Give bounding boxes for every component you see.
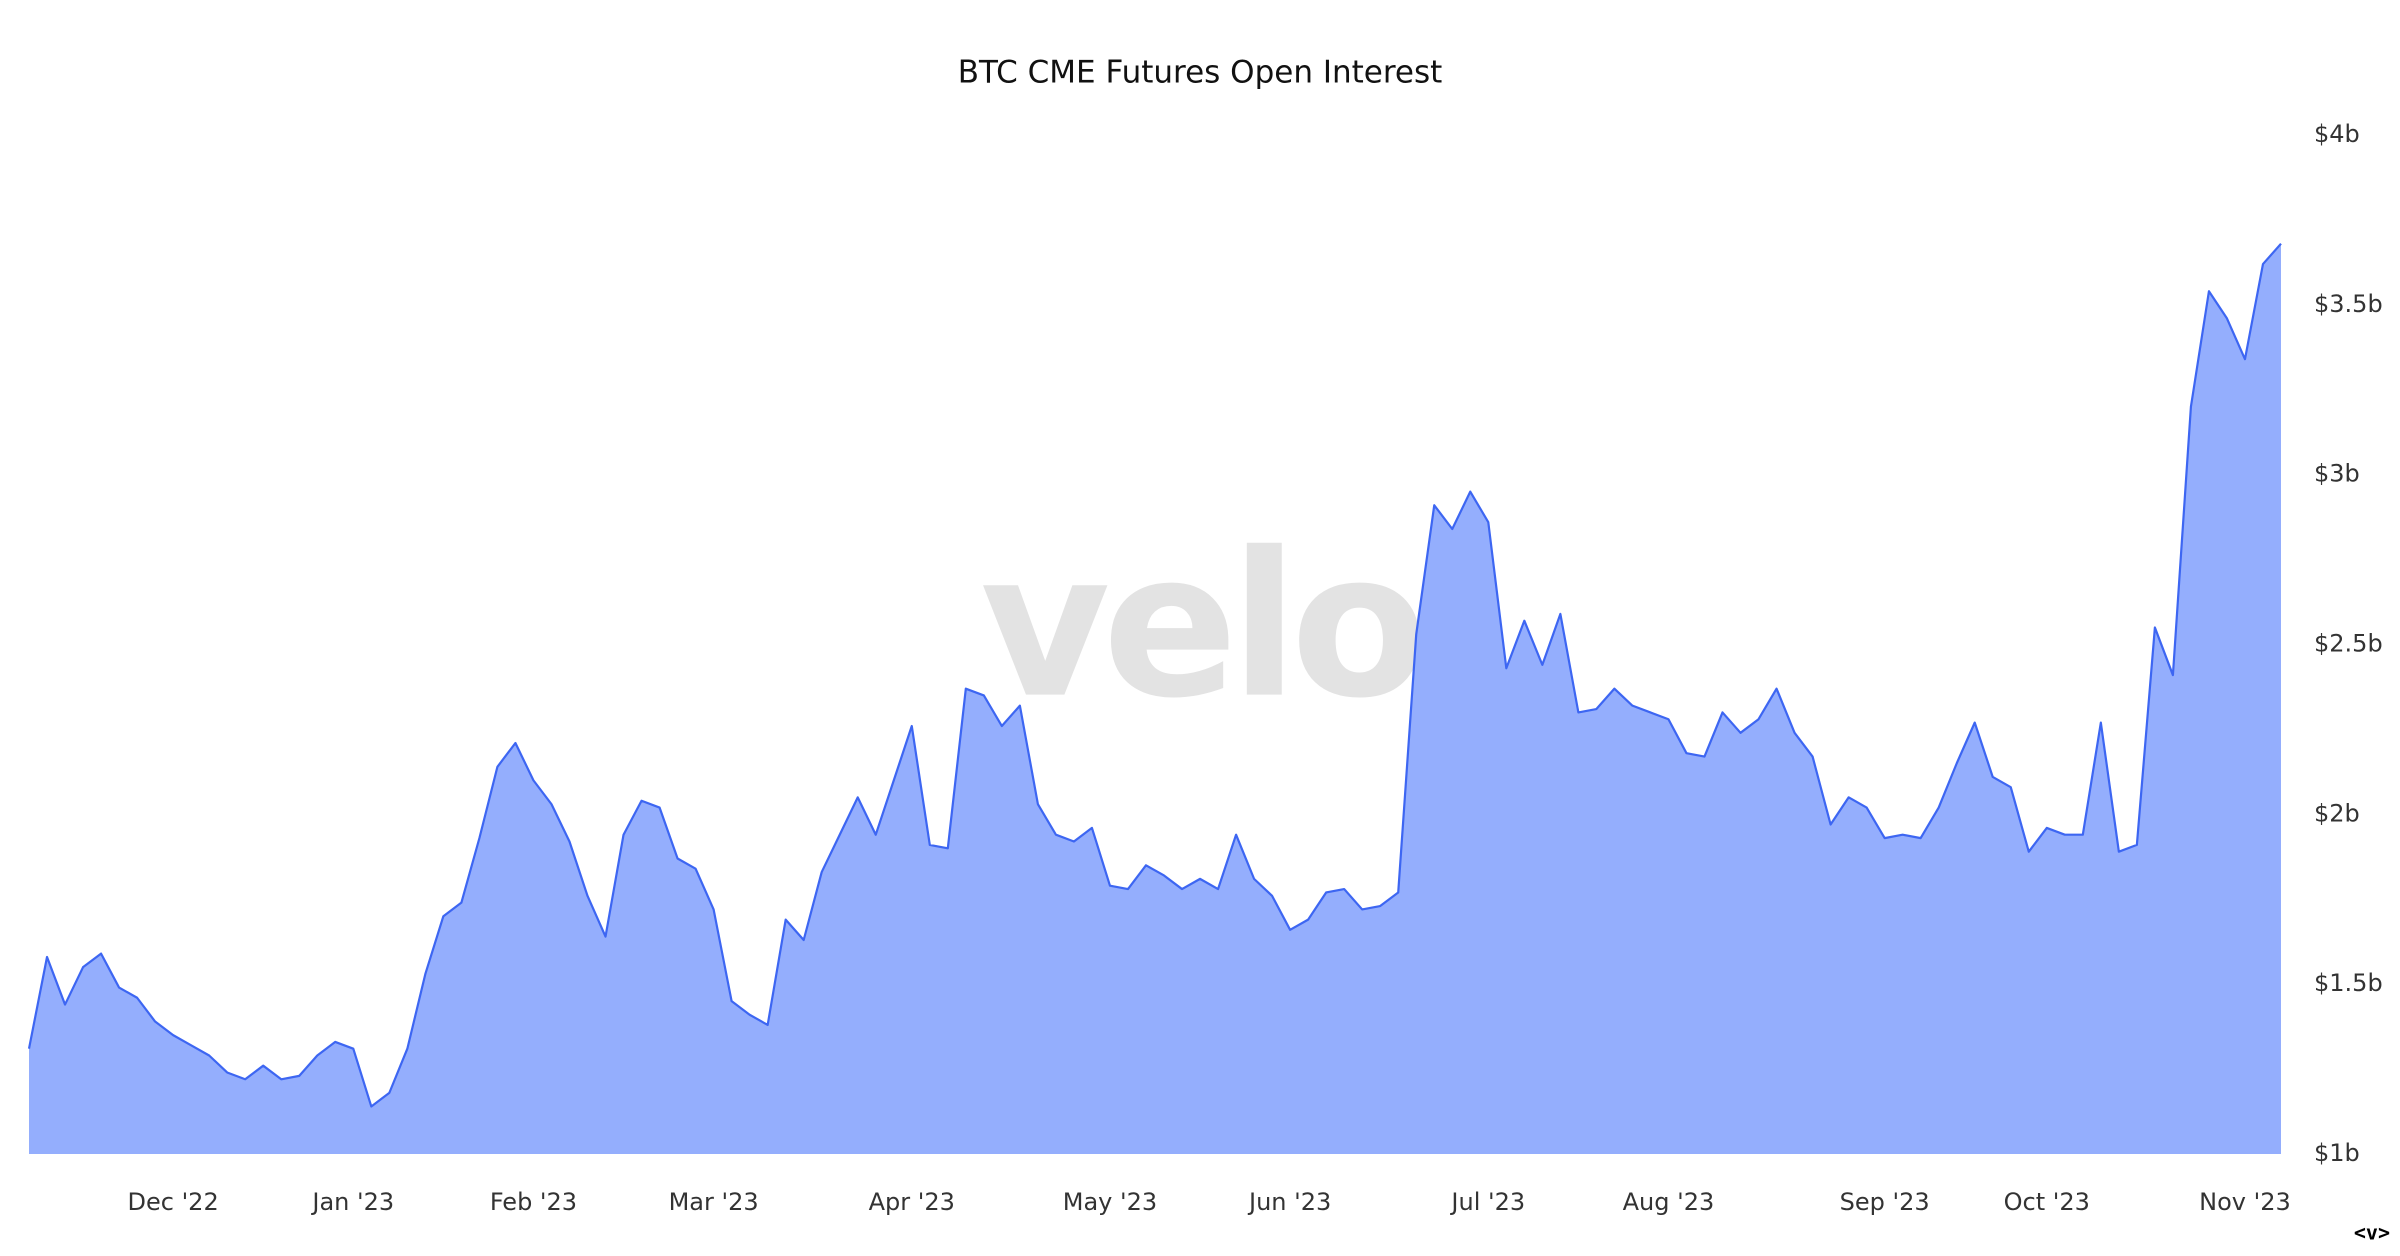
chart-title: BTC CME Futures Open Interest xyxy=(958,55,1443,91)
y-tick-label: $2b xyxy=(2314,799,2360,827)
plot-area xyxy=(27,242,2282,1154)
x-tick-label: Jan '23 xyxy=(310,1188,394,1216)
x-tick-label: May '23 xyxy=(1063,1188,1157,1216)
x-tick-label: Aug '23 xyxy=(1623,1188,1715,1216)
y-tick-label: $1b xyxy=(2314,1139,2360,1167)
y-tick-label: $4b xyxy=(2314,120,2360,148)
x-tick-label: Dec '22 xyxy=(128,1188,219,1216)
y-tick-label: $3b xyxy=(2314,460,2360,488)
x-tick-label: Oct '23 xyxy=(2004,1188,2090,1216)
y-tick-label: $1.5b xyxy=(2314,969,2383,997)
line xyxy=(27,242,2282,1108)
x-tick-label: Sep '23 xyxy=(1840,1188,1930,1216)
x-tick-label: Nov '23 xyxy=(2199,1188,2291,1216)
x-tick-label: Jul '23 xyxy=(1449,1188,1525,1216)
x-tick-label: Apr '23 xyxy=(869,1188,955,1216)
corner-label[interactable]: <v> xyxy=(2354,1221,2390,1245)
y-tick-label: $2.5b xyxy=(2314,630,2383,658)
x-tick-label: Jun '23 xyxy=(1247,1188,1331,1216)
x-tick-label: Mar '23 xyxy=(669,1188,759,1216)
y-tick-label: $3.5b xyxy=(2314,290,2383,318)
x-tick-label: Feb '23 xyxy=(490,1188,577,1216)
area xyxy=(29,243,2281,1154)
watermark: velo xyxy=(980,510,1420,743)
